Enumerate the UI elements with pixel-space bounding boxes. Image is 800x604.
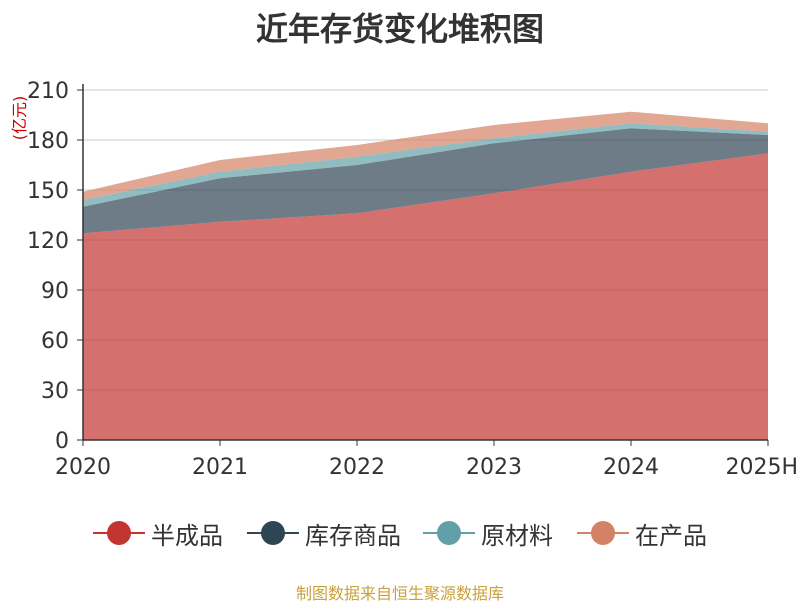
x-tick-label: 2022 <box>329 455 385 480</box>
legend: 半成品 库存商品 原材料 在产品 <box>0 515 800 551</box>
legend-label: 原材料 <box>481 521 553 550</box>
y-tick-label: 30 <box>41 379 69 404</box>
chart-title: 近年存货变化堆积图 <box>255 10 544 48</box>
x-tick-label: 2025H <box>725 455 798 480</box>
y-tick-label: 120 <box>27 229 69 254</box>
area-series-4 <box>83 111 768 200</box>
legend-marker <box>423 515 475 551</box>
y-tick-label: 60 <box>41 329 69 354</box>
area-series-2 <box>83 128 768 234</box>
x-tick-label: 2021 <box>192 455 248 480</box>
unit-label: (亿元) <box>10 96 29 141</box>
axes <box>77 84 769 446</box>
area-series-3 <box>83 123 768 207</box>
x-tick-label: 2024 <box>603 455 659 480</box>
y-tick-label: 90 <box>41 279 69 304</box>
legend-marker <box>93 515 145 551</box>
source-note: 制图数据来自恒生聚源数据库 <box>295 584 504 603</box>
legend-marker <box>247 515 299 551</box>
y-tick-label: 180 <box>27 129 69 154</box>
legend-label: 在产品 <box>635 521 707 550</box>
legend-marker <box>577 515 629 551</box>
legend-item[interactable]: 半成品 <box>93 515 223 551</box>
x-tick-label: 2023 <box>466 455 522 480</box>
y-tick-label: 150 <box>27 179 69 204</box>
tick-labels: 0 30 60 90 120 150 180 210 2020 2021 2022 2023 2024 2… <box>10 79 798 480</box>
legend-item[interactable]: 在产品 <box>577 515 707 551</box>
area-series <box>83 111 768 441</box>
y-tick-label: 0 <box>55 429 69 454</box>
x-tick-label: 2020 <box>55 455 111 480</box>
legend-label: 库存商品 <box>305 521 401 550</box>
y-tick-label: 210 <box>27 79 69 104</box>
legend-item[interactable]: 原材料 <box>423 515 553 551</box>
area-series-1 <box>83 153 768 441</box>
legend-item[interactable]: 库存商品 <box>247 515 401 551</box>
legend-label: 半成品 <box>151 521 223 550</box>
